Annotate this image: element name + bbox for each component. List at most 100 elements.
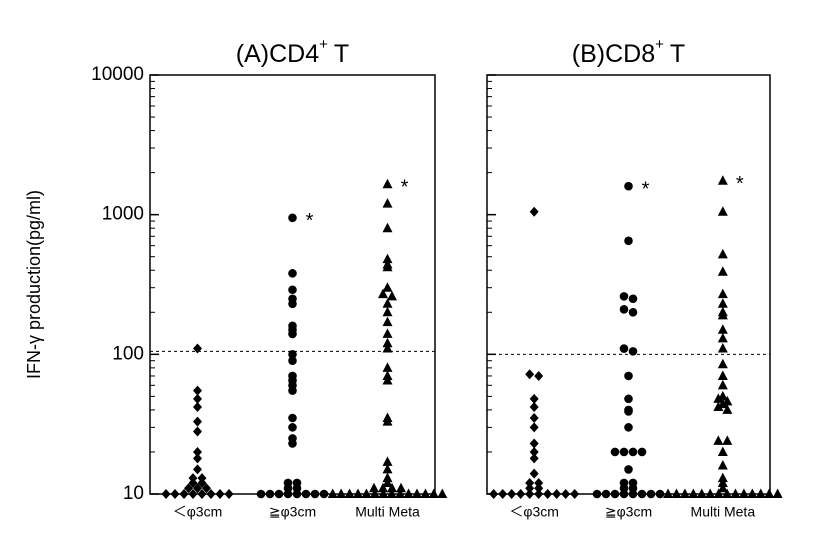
x-tick-label: ≧φ3cm [605,504,652,520]
point [396,482,406,493]
point [382,306,393,317]
point [301,489,311,499]
point [529,453,539,464]
point [353,488,363,498]
point [382,178,393,189]
point [378,482,388,493]
point [628,307,638,317]
point [717,482,728,493]
point [561,489,571,499]
title-sup: + [655,36,664,53]
title-tail: T [670,40,685,68]
point [288,329,297,339]
point [619,447,629,457]
point [197,477,207,488]
point [193,343,202,354]
point [717,248,728,259]
point [534,483,544,494]
point [202,483,211,494]
point [722,435,733,445]
point [319,489,329,499]
point [688,488,699,498]
point [730,488,741,498]
point [327,488,338,498]
point [717,472,728,483]
y-tick-label: 100 [112,343,144,364]
point [628,294,638,304]
point [525,483,535,494]
point [717,370,728,380]
point [288,413,297,423]
point [628,489,638,499]
point [288,439,297,448]
point [193,393,202,404]
point [717,324,728,334]
point [610,447,620,457]
point [663,488,674,498]
point [283,489,293,499]
point [717,288,728,299]
point [717,206,728,216]
point [382,253,393,264]
point [529,413,539,424]
point [705,488,716,498]
y-tick-label: 1000 [102,204,144,225]
point [336,488,347,498]
annotation: * [736,173,744,195]
point [179,489,189,499]
point [428,488,439,498]
point [619,344,629,353]
point [382,198,393,208]
point [386,488,397,498]
point [713,488,724,498]
chart-title: (B)CD8+ T [572,36,685,68]
point [344,488,355,498]
point [382,316,393,327]
point [288,299,297,309]
point [378,288,388,299]
point [382,416,393,426]
point [382,456,393,466]
point [387,482,397,493]
point [378,488,389,498]
point [516,489,526,499]
point [717,343,728,353]
point [624,371,633,381]
point [382,328,393,338]
point [437,488,448,498]
point [288,423,297,432]
annotation: * [642,178,650,200]
point [529,438,539,449]
point [170,489,180,499]
plot-frame [486,74,771,495]
title-tail: T [334,40,349,68]
point [717,309,728,320]
x-tick-label: ＜φ3cm [173,504,223,520]
point [525,369,535,380]
y-tick-label: 10 [123,483,144,504]
point [382,261,393,272]
point [193,401,202,412]
point [624,236,633,246]
point [534,370,544,381]
point [369,488,380,498]
point [671,488,682,498]
point [288,285,297,295]
point [274,489,284,499]
point [529,206,539,217]
point [529,446,539,457]
point [534,477,544,488]
point [215,489,225,499]
point [361,488,372,498]
point [624,423,633,432]
point [722,488,733,498]
point [717,446,728,456]
point [498,489,508,499]
point [696,488,707,498]
point [619,305,629,314]
point [772,488,783,498]
point [722,404,733,414]
point [193,385,202,396]
title-main: (B)CD8 [572,40,655,68]
